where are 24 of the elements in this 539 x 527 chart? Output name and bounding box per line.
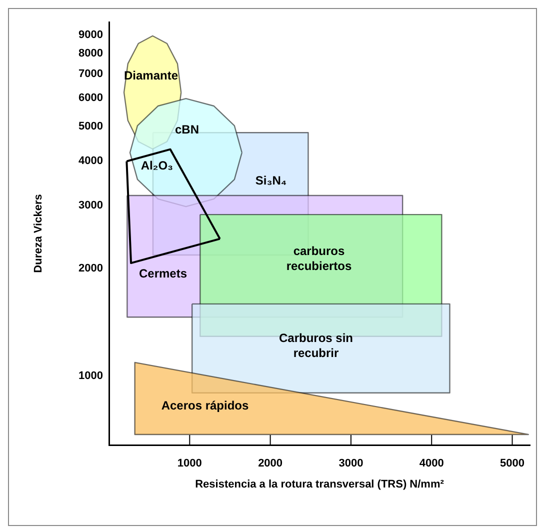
series-label: Aceros rápidos [161, 398, 249, 412]
x-tick-label: 1000 [177, 458, 202, 470]
x-tick-label: 5000 [500, 458, 524, 470]
series-label: Cermets [138, 266, 188, 280]
y-tick-label: 3000 [78, 200, 103, 212]
series-label: Si₃N₄ [255, 173, 287, 188]
y-tick-label: 8000 [78, 47, 103, 60]
series-label: Diamante [124, 68, 178, 82]
y-tick-label: 2000 [78, 262, 103, 274]
series-label: Al₂O₃ [140, 158, 174, 172]
y-tick-label: 6000 [78, 92, 103, 104]
y-tick-label: 4000 [78, 154, 103, 167]
x-tick-label: 3000 [338, 458, 364, 470]
x-axis-title: Resistencia a la rotura transversal (TRS) N/mm² [195, 478, 444, 490]
y-tick-label: 9000 [78, 29, 103, 42]
x-tick-label: 4000 [419, 458, 444, 470]
x-tick-label: 2000 [258, 458, 283, 470]
y-tick-label: 5000 [78, 120, 103, 132]
series-label: Carburos sin recubrir [278, 330, 354, 360]
series-label: carburos recubiertos [286, 244, 352, 273]
y-axis-title: Dureza Vickers [32, 194, 45, 273]
y-tick-label: 7000 [78, 68, 103, 80]
y-tick-label: 1000 [78, 370, 103, 382]
series-label: cBN [174, 122, 200, 136]
